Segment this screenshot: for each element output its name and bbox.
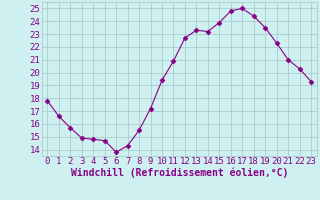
X-axis label: Windchill (Refroidissement éolien,°C): Windchill (Refroidissement éolien,°C) [70, 168, 288, 178]
